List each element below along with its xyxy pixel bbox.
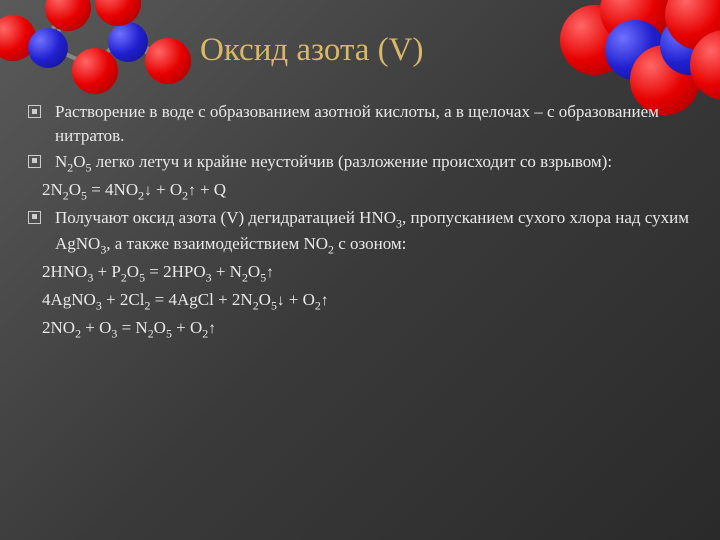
bullet-text: N2O5 легко летуч и крайне неустойчив (ра… xyxy=(55,150,700,176)
bullet-icon xyxy=(28,105,41,118)
equation: 2NO2 + O3 = N2O5 + O2↑ xyxy=(42,316,700,342)
slide-title: Оксид азота (V) xyxy=(200,32,423,69)
slide-body: Растворение в воде с образованием азотно… xyxy=(28,100,700,344)
bullet-icon xyxy=(28,155,41,168)
molecule-diagram-right xyxy=(560,0,720,115)
bullet-item: N2O5 легко летуч и крайне неустойчив (ра… xyxy=(28,150,700,176)
bullet-icon xyxy=(28,211,41,224)
bullet-item: Получают оксид азота (V) дегидратацией H… xyxy=(28,206,700,258)
equation: 4AgNO3 + 2Cl2 = 4AgCl + 2N2O5↓ + O2↑ xyxy=(42,288,700,314)
bullet-text: Растворение в воде с образованием азотно… xyxy=(55,100,700,148)
bullet-item: Растворение в воде с образованием азотно… xyxy=(28,100,700,148)
equation: 2HNO3 + P2O5 = 2HPO3 + N2O5↑ xyxy=(42,260,700,286)
bullet-text: Получают оксид азота (V) дегидратацией H… xyxy=(55,206,700,258)
equation: 2N2O5 = 4NO2↓ + O2↑ + Q xyxy=(42,178,700,204)
